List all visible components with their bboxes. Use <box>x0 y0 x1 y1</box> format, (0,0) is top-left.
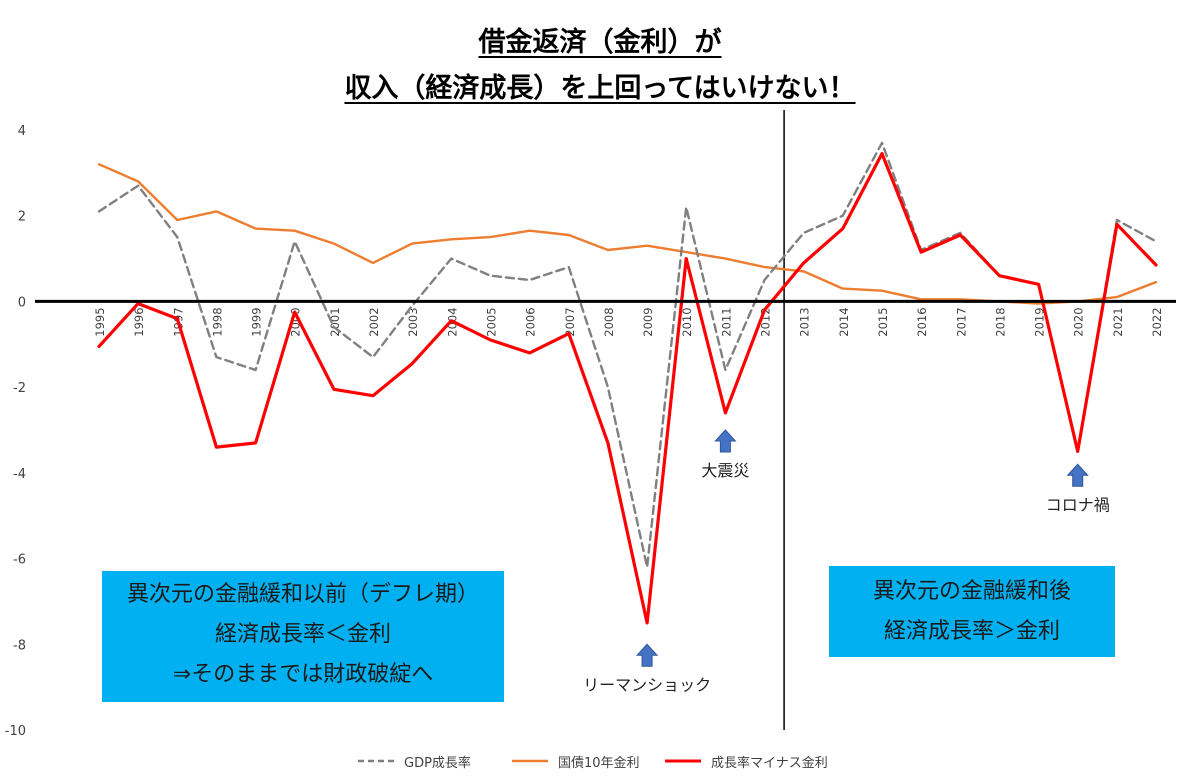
x-tick-label: 2003 <box>406 307 420 336</box>
series-group <box>97 141 1158 625</box>
x-tick-label: 1995 <box>93 307 107 336</box>
y-tick-label: -10 <box>5 724 26 739</box>
x-tick-label: 2011 <box>719 307 733 336</box>
x-tick-label: 2018 <box>993 307 1007 336</box>
up-arrow-icon <box>714 429 737 453</box>
callout-before-line-3: ⇒そのままでは財政破綻へ <box>172 662 434 687</box>
legend-label-spread: 成長率マイナス金利 <box>711 755 828 771</box>
annotation-2011: 大震災 <box>701 429 749 480</box>
x-tick-label: 2007 <box>563 307 577 336</box>
annotation-label: リーマンショック <box>583 675 711 694</box>
x-tick-label: 2010 <box>680 307 694 336</box>
callout-before-line-2: 経済成長率＜金利 <box>214 622 391 647</box>
x-tick-label: 2013 <box>798 307 812 336</box>
up-arrow-icon <box>635 643 659 667</box>
x-tick-label: 2002 <box>367 307 381 336</box>
series-line-spread <box>97 152 1158 625</box>
legend-item-jgb: 国債10年金利 <box>510 748 640 774</box>
legend-swatch-gdp <box>358 759 394 763</box>
annotation-label: 大震災 <box>701 461 749 480</box>
y-tick-label: 4 <box>18 124 26 139</box>
series-line-gdp <box>97 141 1158 569</box>
x-tick-label: 2019 <box>1033 307 1047 336</box>
x-tick-label: 2015 <box>876 307 890 336</box>
legend-label-jgb: 国債10年金利 <box>558 755 640 771</box>
callout-after-line-1: 異次元の金融緩和後 <box>872 579 1071 604</box>
x-tick-label: 2021 <box>1111 307 1125 336</box>
callout-before-easing: 異次元の金融緩和以前（デフレ期） 経済成長率＜金利 ⇒そのままでは財政破綻へ <box>102 571 504 702</box>
y-tick-label: -6 <box>13 553 26 568</box>
x-tick-label: 2009 <box>641 307 655 336</box>
x-tick-label: 2020 <box>1072 307 1086 336</box>
x-tick-label: 2014 <box>837 307 851 336</box>
annotation-2009: リーマンショック <box>583 643 711 694</box>
x-axis: 1995 1996 1997 1998 1999 2000 2001 2002 2003 2004… <box>93 307 1164 336</box>
x-tick-label: 2022 <box>1150 307 1164 336</box>
x-tick-label: 1999 <box>250 307 264 336</box>
callout-before-line-1: 異次元の金融緩和以前（デフレ期） <box>126 582 479 607</box>
series-line-jgb <box>97 163 1158 305</box>
x-tick-label: 2008 <box>602 307 616 336</box>
y-tick-label: -2 <box>13 381 26 396</box>
chart-legend: GDP成長率 国債10年金利 成長率マイナス金利 <box>0 748 1200 774</box>
legend-item-gdp: GDP成長率 <box>356 748 471 774</box>
chart-title-line-2: 収入（経済成長）を上回ってはいけない！ <box>344 73 856 104</box>
legend-item-spread: 成長率マイナス金利 <box>663 748 828 774</box>
annotation-label: コロナ禍 <box>1046 495 1110 514</box>
x-tick-label: 1998 <box>210 307 224 336</box>
legend-label-gdp: GDP成長率 <box>404 755 471 771</box>
y-tick-label: -4 <box>13 467 26 482</box>
up-arrow-icon <box>1066 463 1089 487</box>
x-tick-label: 2006 <box>524 307 538 336</box>
x-tick-label: 2017 <box>954 307 968 336</box>
callout-after-easing: 異次元の金融緩和後 経済成長率＞金利 <box>829 566 1115 657</box>
x-tick-label: 2005 <box>484 307 498 336</box>
x-tick-label: 1996 <box>132 307 146 336</box>
chart-title-line-1: 借金返済（金利）が <box>478 27 722 58</box>
y-tick-label: -8 <box>13 638 26 653</box>
y-tick-label: 2 <box>18 210 26 225</box>
y-tick-label: 0 <box>18 295 26 310</box>
callout-after-line-2: 経済成長率＞金利 <box>883 619 1060 644</box>
x-tick-label: 2016 <box>915 307 929 336</box>
legend-swatch-jgb <box>512 759 548 763</box>
legend-swatch-spread <box>665 759 701 763</box>
y-axis: 4 2 0 -2 -4 -6 -8 -10 <box>5 124 26 739</box>
annotation-2020: コロナ禍 <box>1046 463 1110 514</box>
